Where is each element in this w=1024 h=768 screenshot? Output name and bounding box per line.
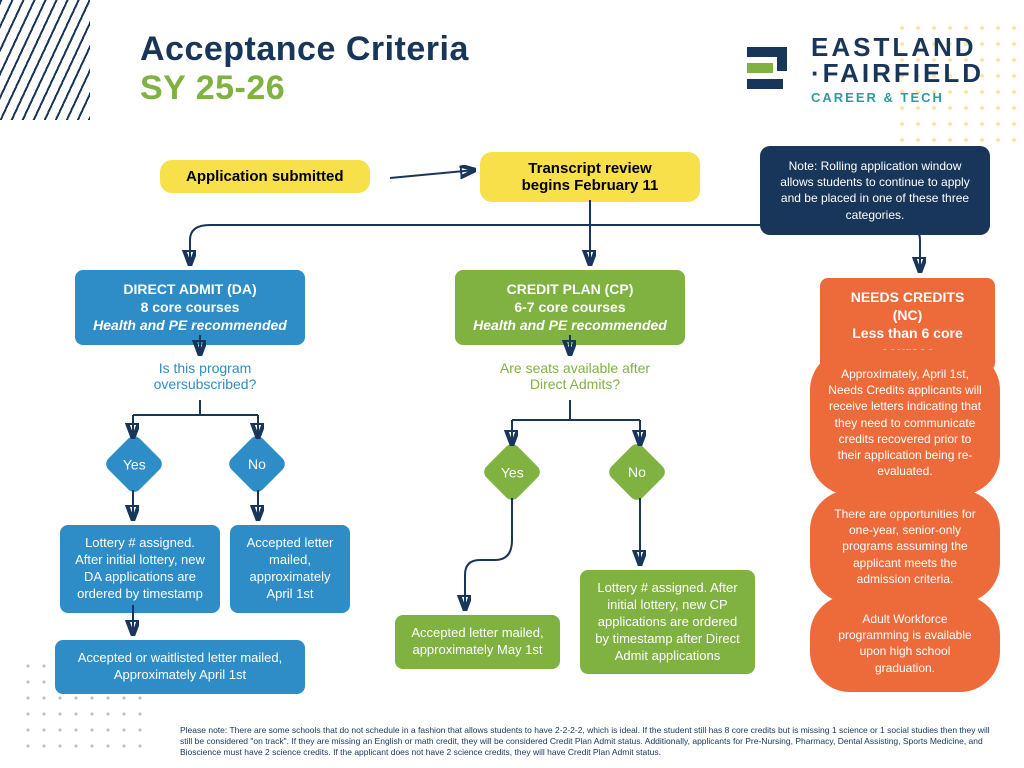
title-line2: SY 25-26	[140, 69, 469, 108]
da-question: Is this program oversubscribed?	[120, 360, 290, 392]
logo-text: EASTLAND ·FAIRFIELD CAREER & TECH	[811, 34, 984, 105]
cp-no-diamond: No	[606, 441, 668, 503]
cp-title: CREDIT PLAN (CP)	[469, 280, 671, 298]
cp-question: Are seats available after Direct Admits?	[495, 360, 655, 392]
brand-logo: EASTLAND ·FAIRFIELD CAREER & TECH	[739, 30, 984, 108]
da-no-result: Accepted letter mailed, approximately Ap…	[230, 525, 350, 613]
nc-info3: Adult Workforce programming is available…	[810, 595, 1000, 692]
node-transcript-review: Transcript review begins February 11	[480, 152, 700, 202]
note-box: Note: Rolling application window allows …	[760, 146, 990, 235]
cp-line2: 6-7 core courses	[469, 298, 671, 316]
cp-yes-result: Accepted letter mailed, approximately Ma…	[395, 615, 560, 669]
logo-mark-icon	[739, 39, 799, 99]
da-header: DIRECT ADMIT (DA) 8 core courses Health …	[75, 270, 305, 345]
cp-yes-label: Yes	[501, 464, 524, 480]
cp-header: CREDIT PLAN (CP) 6-7 core courses Health…	[455, 270, 685, 345]
da-no-diamond: No	[226, 433, 288, 495]
decorative-lines	[0, 0, 90, 120]
da-line3: Health and PE recommended	[89, 316, 291, 334]
nc-title: NEEDS CREDITS (NC)	[836, 288, 979, 324]
logo-line3: CAREER & TECH	[811, 90, 984, 105]
nc-info2: There are opportunities for one-year, se…	[810, 490, 1000, 603]
title-line1: Acceptance Criteria	[140, 30, 469, 69]
header: Acceptance Criteria SY 25-26 EASTLAND ·F…	[140, 30, 984, 108]
da-yes-label: Yes	[123, 456, 146, 472]
cp-line3: Health and PE recommended	[469, 316, 671, 334]
da-no-label: No	[248, 456, 266, 472]
da-final: Accepted or waitlisted letter mailed, Ap…	[55, 640, 305, 694]
note-text: Note: Rolling application window allows …	[780, 159, 969, 222]
da-yes-diamond: Yes	[103, 433, 165, 495]
cp-no-result: Lottery # assigned. After initial lotter…	[580, 570, 755, 674]
da-yes-result: Lottery # assigned. After initial lotter…	[60, 525, 220, 613]
da-title: DIRECT ADMIT (DA)	[89, 280, 291, 298]
logo-line1: EASTLAND	[811, 34, 984, 60]
page-title: Acceptance Criteria SY 25-26	[140, 30, 469, 108]
node-application-submitted: Application submitted	[160, 160, 370, 193]
cp-no-label: No	[628, 464, 646, 480]
footnote: Please note: There are some schools that…	[180, 725, 994, 758]
logo-line2: ·FAIRFIELD	[811, 60, 984, 86]
nc-info1: Approximately, April 1st, Needs Credits …	[810, 350, 1000, 495]
da-line2: 8 core courses	[89, 298, 291, 316]
cp-yes-diamond: Yes	[481, 441, 543, 503]
